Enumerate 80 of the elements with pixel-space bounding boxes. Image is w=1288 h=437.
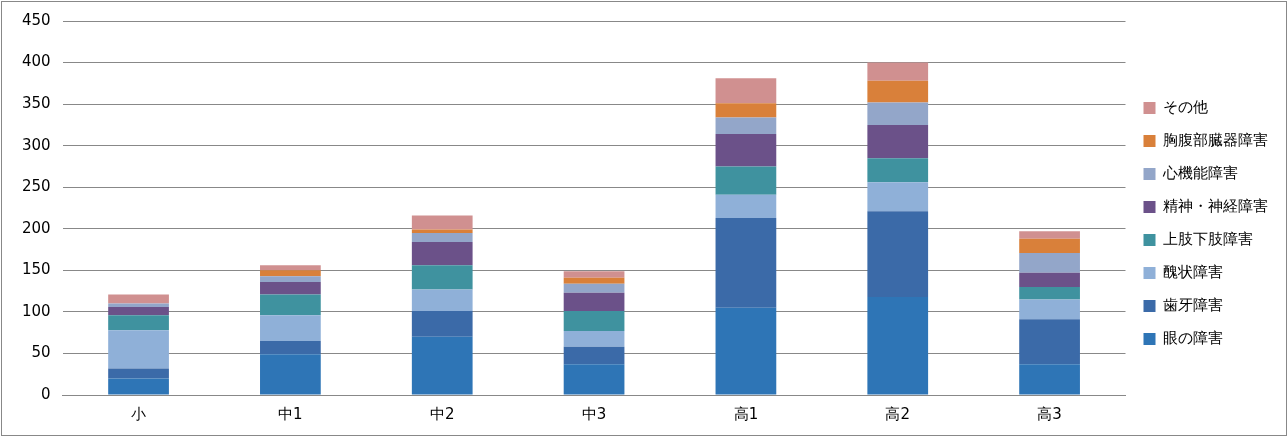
bar — [563, 346, 625, 365]
bar — [715, 134, 777, 167]
bar — [563, 292, 625, 312]
bar — [411, 311, 473, 337]
bar — [260, 315, 321, 341]
x-tick-label: 中1 — [278, 404, 303, 423]
bar — [715, 103, 777, 118]
bar — [867, 158, 929, 183]
bar — [108, 330, 169, 369]
bar — [260, 354, 321, 395]
legend-label: 心機能障害 — [1162, 163, 1238, 182]
bar — [867, 62, 929, 81]
x-tick-label: 高3 — [1037, 404, 1062, 423]
bar — [1019, 319, 1080, 365]
bar — [563, 277, 625, 284]
y-tick-label: 300 — [21, 135, 51, 154]
bar — [108, 315, 169, 331]
x-tick-label: 中2 — [429, 404, 455, 423]
bar — [411, 265, 473, 290]
y-tick-label: 100 — [21, 301, 51, 320]
y-tick-label: 350 — [21, 94, 51, 112]
bar — [411, 215, 473, 230]
y-tick-label: 150 — [21, 260, 51, 279]
bar — [563, 331, 625, 347]
bar — [411, 229, 473, 233]
bar — [108, 294, 169, 304]
bar — [867, 182, 929, 212]
bar — [867, 211, 929, 297]
x-tick-label: 高1 — [733, 404, 759, 423]
bar — [108, 303, 169, 307]
bar — [108, 368, 169, 379]
bar — [108, 378, 169, 395]
y-tick-label: 450 — [21, 10, 51, 29]
x-tick-label: 中3 — [581, 404, 607, 423]
y-tick-label: 250 — [21, 177, 51, 196]
y-tick-label: 400 — [21, 52, 51, 71]
bar — [411, 232, 473, 243]
x-tick-label: 小 — [131, 404, 147, 423]
bar — [867, 296, 929, 395]
bar — [1019, 286, 1080, 300]
bar — [715, 117, 777, 135]
bar — [411, 289, 473, 312]
bar — [715, 194, 777, 218]
legend-label: 胸腹部臓器障害 — [1163, 130, 1268, 149]
bar — [260, 281, 321, 295]
bar — [260, 270, 321, 277]
legend-label: 眼の障害 — [1163, 328, 1223, 347]
bar — [411, 336, 473, 395]
bar — [715, 217, 777, 308]
bar — [1019, 231, 1080, 239]
bar — [1019, 364, 1080, 395]
legend-label: 上肢下肢障害 — [1163, 229, 1253, 248]
bar — [715, 307, 777, 395]
bar — [867, 124, 929, 159]
y-tick-label: 0 — [41, 384, 51, 403]
legend-label: 醜状障害 — [1163, 262, 1223, 281]
bar — [867, 102, 929, 125]
bar — [715, 78, 777, 104]
bar — [411, 242, 473, 266]
legend-label: 精神・神経障害 — [1163, 196, 1268, 215]
bar — [715, 166, 777, 195]
bar — [260, 265, 321, 271]
bar — [563, 271, 625, 278]
y-tick-label: 200 — [21, 218, 51, 237]
legend-label: その他 — [1163, 97, 1208, 116]
bar — [563, 283, 625, 293]
bar — [260, 294, 321, 316]
bar — [1019, 238, 1080, 253]
y-tick-label: 50 — [31, 343, 51, 362]
bar — [1019, 252, 1080, 273]
legend-label: 歯牙障害 — [1163, 295, 1223, 314]
bar — [108, 306, 169, 316]
bar — [563, 311, 625, 331]
bar — [260, 276, 321, 282]
bar — [867, 80, 929, 103]
bar — [260, 340, 321, 355]
x-tick-label: 高2 — [885, 404, 911, 423]
bar — [1019, 299, 1080, 320]
bar — [563, 364, 625, 395]
bar — [1019, 272, 1080, 287]
